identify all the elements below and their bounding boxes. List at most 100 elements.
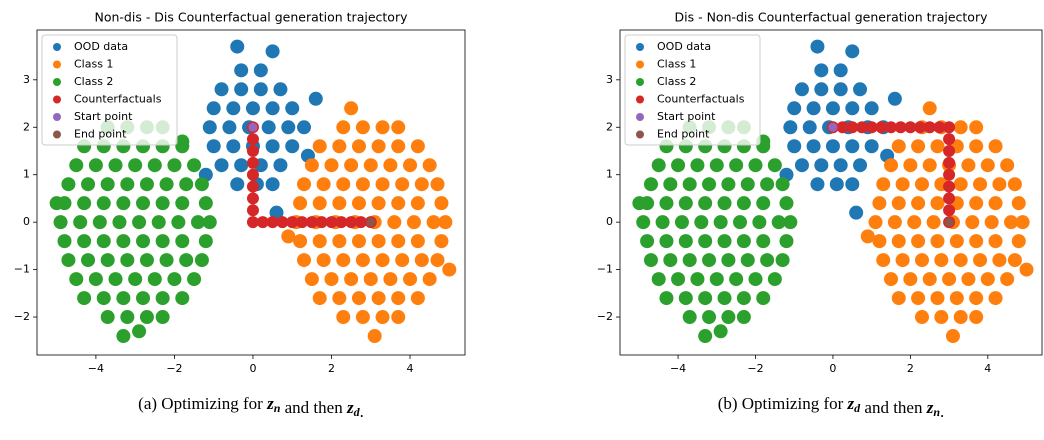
point (663, 177, 678, 192)
point (139, 253, 154, 268)
legend-marker (53, 95, 61, 104)
point (128, 158, 143, 173)
point (297, 177, 312, 192)
legend-label: OOD data (657, 40, 711, 53)
point (988, 291, 1003, 306)
x-tick-label: 4 (984, 362, 991, 375)
point (171, 215, 186, 230)
legend-marker (53, 130, 61, 139)
point (132, 215, 147, 230)
point (108, 158, 123, 173)
point (891, 139, 906, 154)
point (69, 158, 84, 173)
point (136, 196, 151, 211)
legend-marker (636, 130, 644, 139)
point (312, 196, 327, 211)
point (312, 291, 327, 306)
point (969, 291, 984, 306)
point (779, 196, 794, 211)
point (864, 101, 879, 116)
plot-area (632, 39, 1034, 344)
point (926, 215, 941, 230)
point (206, 101, 221, 116)
point (884, 158, 899, 173)
point (1004, 215, 1019, 230)
point (943, 121, 956, 134)
point (980, 272, 995, 287)
point (853, 158, 868, 173)
point (922, 158, 937, 173)
point (246, 144, 259, 157)
point (806, 101, 821, 116)
point (92, 215, 107, 230)
point (943, 204, 956, 217)
point (77, 234, 92, 249)
point (73, 215, 88, 230)
point (147, 158, 162, 173)
point (943, 144, 956, 157)
point (430, 253, 445, 268)
point (324, 272, 339, 287)
point (246, 204, 259, 217)
legend-label: Class 1 (657, 58, 696, 71)
point (230, 177, 245, 192)
point (729, 272, 744, 287)
point (849, 205, 864, 220)
point (717, 291, 732, 306)
point (139, 310, 154, 325)
point (438, 215, 453, 230)
point (246, 216, 259, 229)
point (256, 216, 269, 229)
point (345, 216, 358, 229)
point (100, 253, 115, 268)
point (305, 216, 318, 229)
point (914, 121, 927, 134)
point (794, 158, 809, 173)
point (721, 177, 736, 192)
point (802, 120, 817, 135)
legend-marker (636, 43, 644, 51)
point (139, 177, 154, 192)
point (324, 158, 339, 173)
point (285, 101, 300, 116)
point (316, 177, 331, 192)
point (132, 324, 147, 339)
point (155, 310, 170, 325)
point (190, 215, 205, 230)
point (876, 177, 891, 192)
point (891, 196, 906, 211)
point (155, 196, 170, 211)
point (845, 44, 860, 59)
legend-label: Start point (74, 110, 133, 123)
legend-box (624, 34, 761, 146)
point (748, 158, 763, 173)
point (961, 272, 976, 287)
point (175, 291, 190, 306)
point (969, 234, 984, 249)
point (845, 177, 860, 192)
caption-sub: d (354, 405, 361, 419)
point (430, 177, 445, 192)
caption: (b) Optimizing for zd and then zn. (718, 394, 945, 421)
point (332, 234, 347, 249)
point (814, 63, 829, 78)
point (265, 44, 280, 59)
point (833, 63, 848, 78)
point (175, 234, 190, 249)
point (876, 253, 891, 268)
point (414, 177, 429, 192)
point (682, 253, 697, 268)
point (775, 253, 790, 268)
point (825, 101, 840, 116)
point (49, 196, 64, 211)
x-tick-label: 0 (249, 362, 256, 375)
point (155, 291, 170, 306)
legend-label: Start point (657, 110, 716, 123)
point (934, 253, 949, 268)
point (354, 216, 367, 229)
point (248, 122, 258, 132)
point (116, 291, 131, 306)
point (736, 234, 751, 249)
point (988, 196, 1003, 211)
point (194, 177, 209, 192)
